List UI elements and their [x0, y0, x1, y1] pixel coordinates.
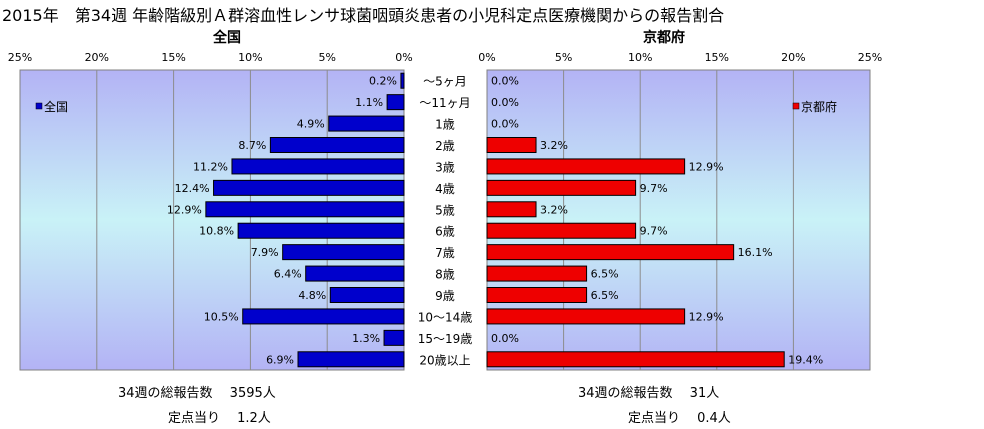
- data-label: 10.8%: [199, 225, 234, 238]
- kyoto-total-reports: 34週の総報告数 31人: [578, 386, 720, 401]
- data-label: 6.5%: [591, 268, 619, 281]
- category-label: 3歳: [435, 160, 455, 174]
- x-tick-label: 25%: [8, 51, 32, 64]
- legend-swatch: [792, 102, 800, 110]
- category-label: 7歳: [435, 246, 455, 260]
- x-tick-label: 15%: [161, 51, 185, 64]
- bar: [213, 179, 405, 196]
- data-label: 3.2%: [540, 203, 568, 216]
- data-label: 3.2%: [540, 139, 568, 152]
- national-total-reports: 34週の総報告数 3595人: [118, 386, 276, 401]
- bar: [400, 72, 405, 89]
- bar: [486, 158, 686, 175]
- x-tick-label: 20%: [85, 51, 109, 64]
- data-label: 4.9%: [297, 118, 325, 131]
- bar: [486, 287, 588, 303]
- data-label: 12.4%: [175, 182, 210, 195]
- national-per-sentinel: 定点当り 1.2人: [168, 411, 271, 426]
- data-label: 6.5%: [591, 289, 619, 302]
- national-panel-title: 全国: [213, 30, 241, 46]
- bar: [486, 137, 537, 153]
- bar: [486, 351, 785, 368]
- data-label: 9.7%: [640, 182, 668, 195]
- bar: [486, 244, 735, 261]
- x-tick-label: 0%: [478, 51, 495, 64]
- data-label: 1.1%: [355, 96, 383, 109]
- category-label: 8歳: [435, 268, 455, 282]
- data-label: 10.5%: [204, 310, 239, 323]
- bar: [486, 308, 686, 325]
- bar: [486, 265, 588, 282]
- category-label: ～5ヶ月: [423, 75, 467, 89]
- legend-label: 京都府: [801, 99, 837, 114]
- data-label: 0.0%: [491, 96, 519, 109]
- bar: [486, 201, 537, 218]
- bar: [305, 265, 405, 282]
- data-label: 12.9%: [689, 160, 724, 173]
- data-label: 7.9%: [251, 246, 279, 259]
- legend-label: 全国: [44, 99, 68, 114]
- x-tick-label: 15%: [705, 51, 729, 64]
- category-label: 6歳: [435, 225, 455, 239]
- bar: [231, 158, 405, 175]
- x-tick-label: 5%: [555, 51, 572, 64]
- kyoto-per-sentinel: 定点当り 0.4人: [628, 411, 731, 426]
- kyoto-panel-title: 京都府: [643, 30, 685, 46]
- bar: [242, 308, 405, 325]
- data-label: 0.0%: [491, 332, 519, 345]
- national-plot-area: [19, 69, 405, 371]
- data-label: 0.0%: [491, 75, 519, 88]
- bar: [282, 244, 405, 261]
- data-label: 12.9%: [167, 203, 202, 216]
- bar: [486, 179, 637, 196]
- bar: [386, 94, 405, 111]
- x-tick-label: 0%: [395, 51, 412, 64]
- category-label: 1歳: [435, 118, 455, 132]
- bar: [297, 351, 405, 368]
- kyoto-plot-area: [486, 69, 871, 371]
- page-title: 2015年 第34週 年齢階級別Ａ群溶血性レンサ球菌咽頭炎患者の小児科定点医療機…: [2, 6, 725, 25]
- data-label: 8.7%: [238, 139, 266, 152]
- bar: [383, 329, 405, 346]
- data-label: 6.9%: [266, 353, 294, 366]
- category-label: 9歳: [435, 289, 455, 303]
- x-tick-label: 20%: [781, 51, 805, 64]
- category-label: 15～19歳: [418, 332, 473, 346]
- bar: [328, 115, 405, 132]
- category-label: 20歳以上: [419, 353, 470, 367]
- x-tick-label: 25%: [858, 51, 882, 64]
- data-label: 19.4%: [788, 353, 823, 366]
- x-tick-label: 5%: [318, 51, 335, 64]
- x-tick-label: 10%: [238, 51, 262, 64]
- data-label: 11.2%: [193, 160, 228, 173]
- data-label: 0.0%: [491, 118, 519, 131]
- data-label: 1.3%: [352, 332, 380, 345]
- bar: [329, 287, 405, 303]
- bar: [269, 137, 405, 153]
- bar: [486, 222, 637, 239]
- data-label: 6.4%: [274, 268, 302, 281]
- x-tick-label: 10%: [628, 51, 652, 64]
- bar: [205, 201, 405, 218]
- data-label: 9.7%: [640, 225, 668, 238]
- data-label: 12.9%: [689, 310, 724, 323]
- category-label: 4歳: [435, 182, 455, 196]
- category-label: 2歳: [435, 139, 455, 153]
- category-label: ～11ヶ月: [419, 96, 470, 110]
- data-label: 16.1%: [738, 246, 773, 259]
- category-label: 5歳: [435, 203, 455, 217]
- category-label: 10～14歳: [418, 310, 473, 324]
- legend-swatch: [35, 102, 43, 110]
- data-label: 4.8%: [298, 289, 326, 302]
- bar: [237, 222, 405, 239]
- data-label: 0.2%: [369, 75, 397, 88]
